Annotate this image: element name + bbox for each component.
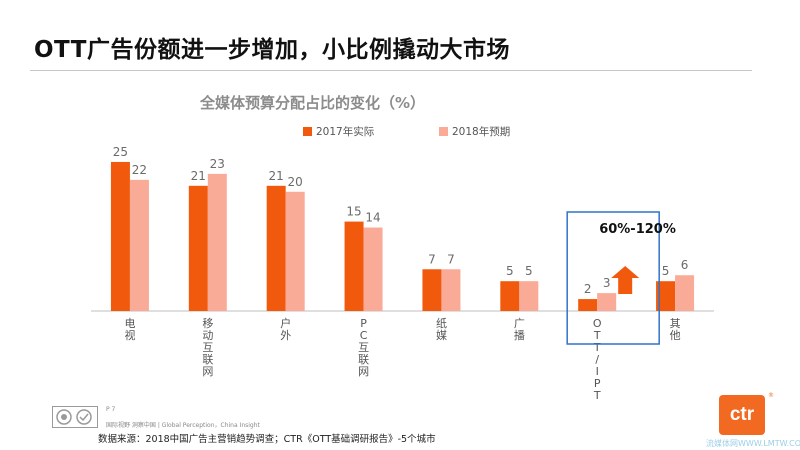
bar-2018-1 (207, 173, 227, 311)
bar-2018-2 (285, 191, 305, 311)
data-label-2017-7: 5 (662, 264, 670, 278)
data-label-2017-5: 5 (506, 264, 514, 278)
data-label-2018-1: 23 (210, 157, 225, 171)
registered-mark: ® (768, 392, 774, 399)
slide-title: OTT广告份额进一步增加，小比例撬动大市场 (34, 37, 510, 63)
bar-2017-7 (656, 281, 676, 311)
bar-2018-5 (519, 281, 539, 311)
bar-2017-6 (578, 299, 598, 311)
ctr-logo: ctr (719, 395, 765, 435)
category-label-4: 纸媒 (436, 317, 447, 342)
page-number: P 7 (106, 406, 116, 413)
bar-2017-1 (188, 185, 208, 311)
bar-2018-0 (129, 179, 149, 311)
chart-title: 全媒体预算分配占比的变化（%） (200, 94, 426, 112)
data-label-2017-1: 21 (191, 169, 206, 183)
data-label-2018-6: 3 (603, 276, 611, 290)
annotation-text: 60%-120% (599, 222, 676, 237)
category-label-2: 户外 (280, 316, 291, 342)
footer-tagline: 国际视野 洞察中国 | Global Perception，China Insi… (106, 422, 260, 429)
certification-logos (52, 406, 98, 432)
data-label-2018-7: 6 (681, 258, 689, 272)
data-label-2017-0: 25 (113, 145, 128, 159)
legend-label-2017: 2017年实际 (316, 126, 375, 138)
data-label-2017-6: 2 (584, 282, 592, 296)
data-label-2017-3: 15 (346, 205, 361, 219)
legend-swatch-2017 (303, 127, 312, 136)
bar-2017-5 (500, 281, 520, 311)
data-label-2018-4: 7 (447, 252, 455, 266)
data-source-note: 数据来源：2018中国广告主营销趋势调查；CTR《OTT基础调研报告》-5个城市 (98, 434, 436, 445)
bar-2017-0 (110, 161, 130, 311)
legend-item-2018: 2018年预期 (439, 124, 510, 138)
data-label-2018-2: 20 (288, 175, 303, 189)
category-label-1: 移动互联网 (202, 317, 213, 378)
category-label-5: 广播 (514, 317, 525, 342)
category-label-3: P C 互联网 (358, 317, 369, 378)
category-label-6: OTT/IPTV (593, 317, 602, 400)
bar-2017-3 (344, 221, 364, 311)
category-label-0: 电视 (124, 317, 135, 342)
bar-2018-6 (597, 293, 617, 311)
legend-label-2018: 2018年预期 (452, 126, 511, 138)
bar-2018-7 (675, 275, 695, 311)
bar-2018-3 (363, 227, 383, 311)
data-label-2017-4: 7 (428, 252, 436, 266)
title-divider (30, 70, 752, 71)
highlight-box (566, 211, 660, 345)
data-label-2018-5: 5 (525, 264, 533, 278)
data-label-2018-3: 14 (365, 211, 380, 225)
category-label-7: 其他 (670, 317, 681, 342)
watermark: 流媒体网WWW.LMTW.COM (706, 439, 800, 448)
bar-2017-4 (422, 269, 442, 311)
legend-item-2017: 2017年实际 (303, 124, 374, 138)
data-label-2017-2: 21 (269, 169, 284, 183)
bar-2017-2 (266, 185, 286, 311)
data-label-2018-0: 22 (132, 163, 147, 177)
bar-2018-4 (441, 269, 461, 311)
growth-arrow-icon (611, 266, 640, 294)
legend-swatch-2018 (439, 127, 448, 136)
